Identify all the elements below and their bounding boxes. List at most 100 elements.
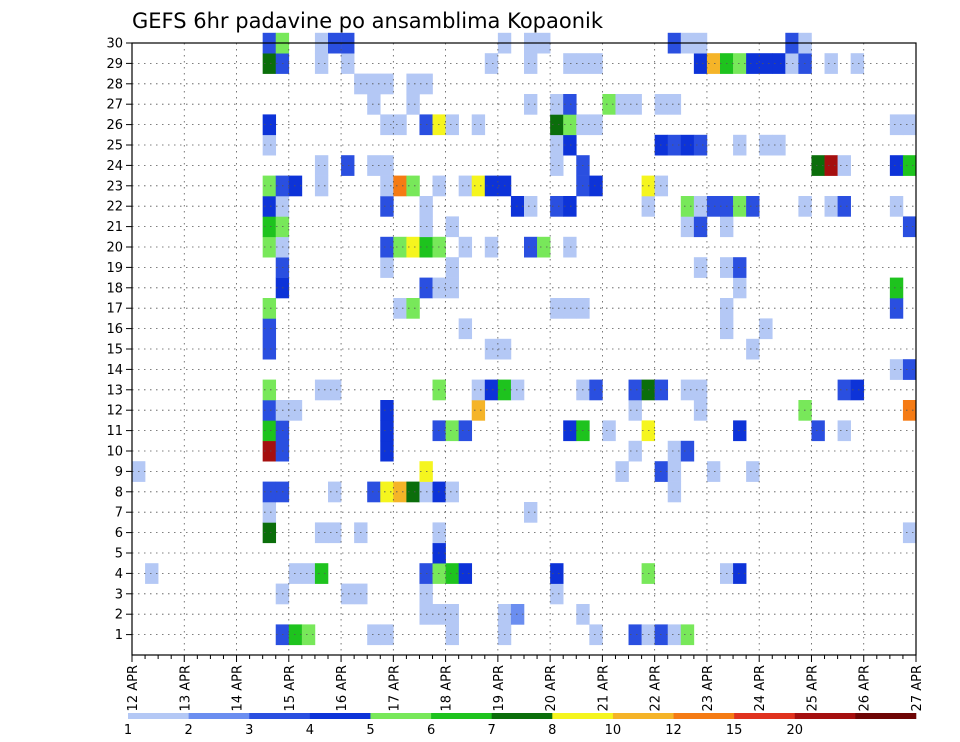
x-tick-label-8: 20 APR [544,665,559,711]
precip-cell-m20-t31 [537,236,551,258]
precip-cell-m8-t19 [380,481,394,503]
precip-cell-m26-t33 [563,114,577,136]
x-tick-label-13: 25 APR [805,665,820,711]
precip-cell-m19-t19 [380,257,394,278]
precip-cell-m23-t14 [314,175,329,197]
precip-cell-m29-t33 [563,53,577,74]
precip-cell-m1-t24 [445,624,459,646]
precip-cell-m26-t20 [393,114,407,136]
precip-cell-m11-t46 [733,420,747,442]
y-tick-label-21: 21 [106,220,123,235]
precip-cell-m1-t41 [667,624,682,646]
precip-cell-m12-t59 [902,400,917,421]
precip-cell-m27-t36 [602,94,616,115]
precip-cell-m23-t19 [380,175,394,197]
legend-label-1: 1 [124,723,132,738]
precip-cell-m8-t15 [328,481,342,503]
precip-cell-m21-t59 [902,216,917,238]
y-tick-label-25: 25 [106,139,123,154]
precip-cell-m22-t44 [706,196,721,217]
y-tick-label-1: 1 [115,628,123,643]
legend-label-10: 10 [605,723,622,738]
precip-cell-m24-t59 [902,155,917,176]
x-tick-label-14: 26 APR [858,665,873,711]
precip-cell-m29-t43 [693,53,708,74]
precip-cell-m3-t16 [341,583,355,605]
precip-cell-m15-t27 [484,338,499,360]
precip-cell-m28-t19 [380,73,394,95]
precip-cell-m10-t10 [262,440,277,462]
precip-cell-m21-t43 [693,216,708,238]
legend-swatch-7 [552,713,614,719]
y-tick-label-23: 23 [106,179,123,194]
precip-cell-m13-t14 [314,379,329,401]
precip-cell-m11-t36 [602,420,616,442]
x-tick-label-7: 19 APR [492,665,507,711]
precip-cell-m8-t20 [393,481,407,503]
precip-cell-m11-t25 [458,420,473,442]
y-tick-label-24: 24 [106,159,123,174]
legend-swatch-1 [188,713,250,719]
legend-swatch-12 [855,713,917,719]
precip-cell-m16-t48 [759,318,773,340]
y-tick-label-13: 13 [106,383,123,398]
precip-cell-m17-t21 [406,298,420,319]
y-tick-label-22: 22 [106,200,123,215]
legend-swatch-0 [128,713,189,719]
precip-cell-m4-t13 [301,563,316,584]
y-tick-label-3: 3 [115,587,123,602]
color-legend: 1 2 3 4 5 6 7 8 10 12 15 20 [124,713,917,738]
precip-cell-m9-t41 [667,461,682,482]
precip-cell-m13-t35 [589,379,603,401]
x-tick-label-12: 24 APR [753,665,768,711]
precip-cell-m12-t43 [693,400,708,421]
precip-cell-m6-t59 [902,522,917,544]
precip-cell-m18-t24 [445,277,459,299]
precip-cell-m4-t24 [445,563,459,584]
precip-cell-m13-t26 [471,379,486,401]
x-tick-label-11: 23 APR [701,665,716,711]
precip-cell-m7-t30 [524,502,538,523]
precip-cell-m12-t10 [262,400,277,421]
precip-cell-m17-t33 [563,298,577,319]
y-tick-label-6: 6 [115,526,123,541]
precip-cell-m9-t47 [746,461,760,482]
y-tick-label-12: 12 [106,404,123,419]
legend-swatch-6 [491,713,553,719]
precip-cell-m8-t24 [445,481,459,503]
precip-cell-m13-t38 [628,379,642,401]
precip-cell-m29-t35 [589,53,603,74]
precip-cell-m22-t29 [510,196,525,217]
precip-cell-m29-t53 [824,53,838,74]
precip-cell-m6-t10 [262,522,277,544]
precip-cell-m25-t49 [772,134,786,156]
precip-cell-m1-t38 [628,624,642,646]
precip-cell-m18-t58 [889,277,904,299]
precip-cell-m13-t29 [510,379,525,401]
precip-cell-m24-t16 [341,155,355,176]
precip-cell-m9-t44 [706,461,721,482]
precip-cell-m22-t32 [550,196,564,217]
precip-cell-m4-t1 [145,563,159,584]
chart-title: GEFS 6hr padavine po ansamblima Kopaonik [132,9,604,33]
precip-cell-m17-t20 [393,298,407,319]
precip-cell-m29-t46 [733,53,747,74]
precip-cell-m13-t10 [262,379,277,401]
precip-cell-m22-t53 [824,196,838,217]
precip-cell-m12-t38 [628,400,642,421]
precip-cell-m19-t46 [733,257,747,278]
precip-cell-m20-t10 [262,236,277,258]
precip-cell-m22-t42 [680,196,695,217]
precip-cell-m13-t42 [680,379,695,401]
precip-cell-m22-t30 [524,196,538,217]
precip-cell-m29-t49 [772,53,786,74]
precip-cell-m22-t58 [889,196,904,217]
legend-label-6: 6 [427,723,435,738]
precip-cell-m19-t24 [445,257,459,278]
precip-cell-m20-t30 [524,236,538,258]
y-tick-label-8: 8 [115,485,123,500]
precip-cell-m12-t19 [380,400,394,421]
precip-cell-m12-t26 [471,400,486,421]
precip-cell-m1-t19 [380,624,394,646]
y-tick-label-28: 28 [106,77,123,92]
